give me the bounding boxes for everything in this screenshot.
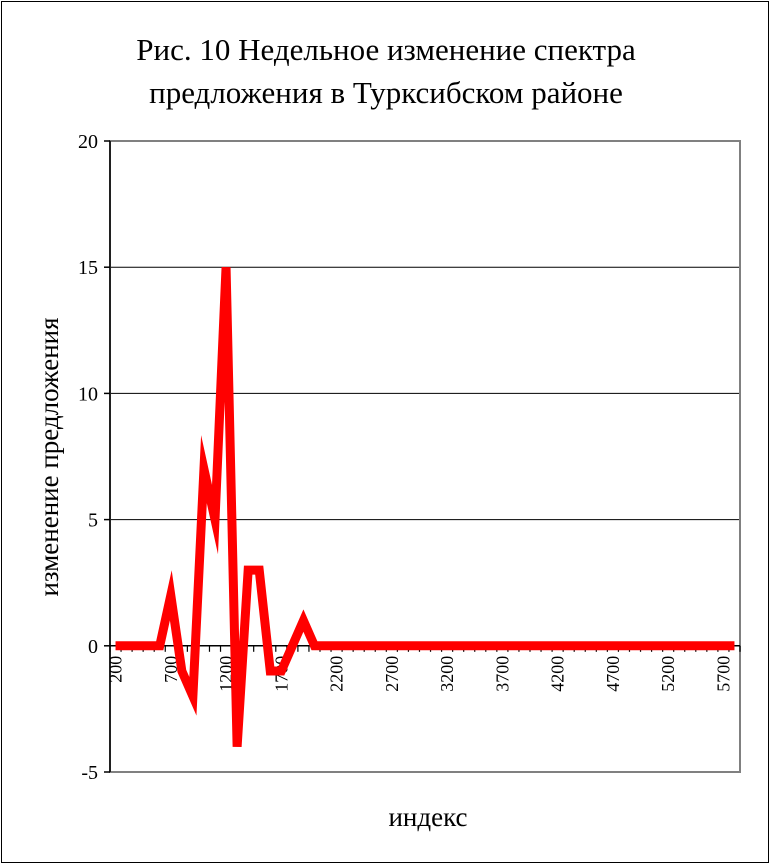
y-axis-ticks: -5 0 5 10 15 20 (78, 131, 110, 784)
x-tick-label: 4200 (548, 656, 568, 692)
x-tick-label: 200 (106, 656, 126, 683)
x-axis-label: индекс (388, 802, 467, 832)
y-tick-label: 20 (78, 131, 98, 153)
y-tick-label: 0 (88, 636, 98, 658)
x-tick-label: 5700 (713, 656, 733, 692)
x-tick-label: 3700 (492, 656, 512, 692)
x-tick-label: 700 (161, 656, 181, 683)
x-tick-label: 4700 (603, 656, 623, 692)
x-tick-label: 2700 (382, 656, 402, 692)
chart-title-line-2: предложения в Турксибском районе (149, 75, 623, 110)
y-tick-label: 5 (88, 510, 98, 532)
chart-title: Рис. 10 Недельное изменение спектра пред… (0, 28, 772, 114)
series-line (115, 267, 735, 748)
y-tick-label: 15 (78, 257, 98, 279)
x-tick-label: 2200 (327, 656, 347, 692)
chart-title-line-1: Рис. 10 Недельное изменение спектра (136, 32, 636, 67)
y-tick-label: 10 (78, 383, 98, 405)
series-layer (115, 267, 735, 748)
x-tick-label: 3200 (437, 656, 457, 692)
y-axis-label: изменение предложения (34, 317, 64, 596)
y-tick-label: -5 (81, 762, 98, 784)
x-tick-label: 5200 (658, 656, 678, 692)
x-axis-ticks: 200 700 1200 1700 2200 2700 3200 3700 4200 4700 52… (106, 645, 741, 692)
